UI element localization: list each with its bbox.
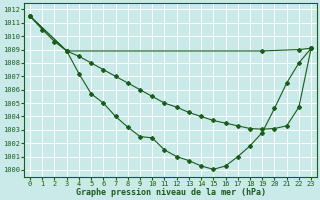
X-axis label: Graphe pression niveau de la mer (hPa): Graphe pression niveau de la mer (hPa)	[76, 188, 266, 197]
